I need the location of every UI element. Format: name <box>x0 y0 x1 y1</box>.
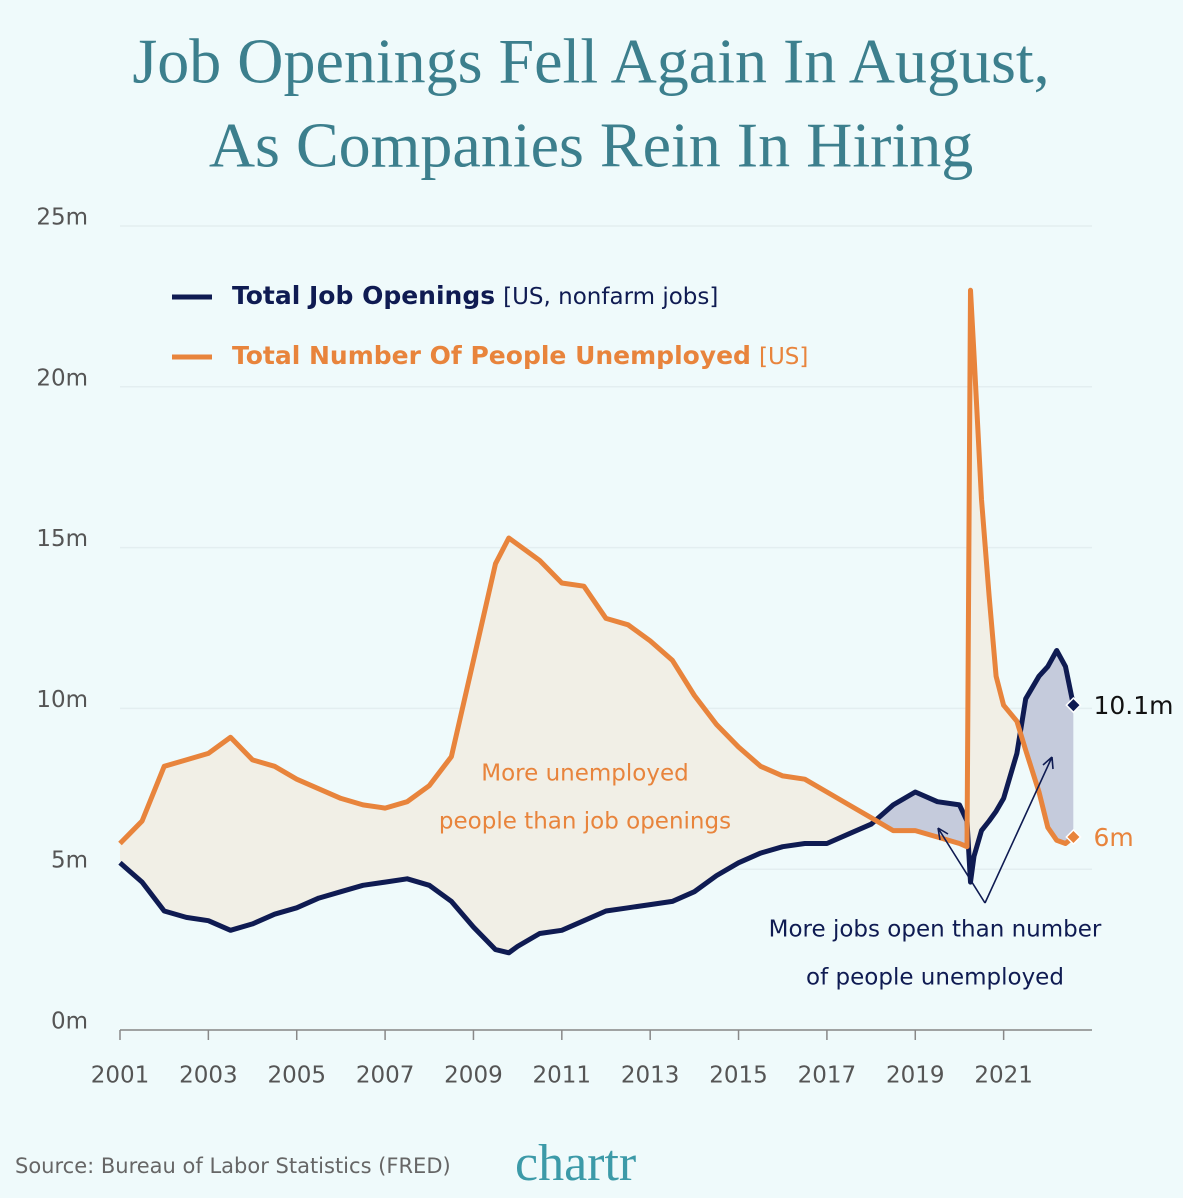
value-label: 10.1m <box>1093 691 1173 720</box>
annotation: people than job openings <box>439 809 731 835</box>
x-tick-label: 2015 <box>709 1063 768 1089</box>
value-label: 6m <box>1093 823 1133 852</box>
x-tick-label: 2013 <box>621 1063 680 1089</box>
legend-label: Total Number Of People Unemployed [US] <box>232 341 808 370</box>
annotation-arrow <box>937 756 1054 904</box>
annotation: More jobs open than number <box>769 917 1102 943</box>
legend-name: Total Number Of People Unemployed <box>232 341 751 370</box>
x-tick-label: 2019 <box>886 1063 945 1089</box>
annotation: of people unemployed <box>806 965 1064 991</box>
chart-title: As Companies Rein In Hiring <box>209 110 973 181</box>
x-tick-label: 2003 <box>179 1063 238 1089</box>
x-tick-label: 2017 <box>798 1063 857 1089</box>
gap-fill <box>120 290 1074 953</box>
plot-area: 0m 5m 10m 15m 20m 25m 2001 2003 2005 2007 2009 2011… <box>36 205 1173 1089</box>
logo: chartr <box>515 1135 636 1192</box>
y-tick-label: 25m <box>36 205 88 231</box>
annotation: More unemployed <box>481 761 688 787</box>
end-marker <box>1065 828 1082 846</box>
y-tick-label: 0m <box>51 1009 88 1035</box>
y-tick-label: 5m <box>51 848 88 874</box>
legend-note: [US] <box>759 344 808 370</box>
x-tick-label: 2007 <box>356 1063 415 1089</box>
legend-name: Total Job Openings <box>232 281 495 310</box>
y-tick-label: 10m <box>36 687 88 713</box>
x-tick-label: 2011 <box>533 1063 592 1089</box>
x-tick-label: 2005 <box>267 1063 326 1089</box>
chart-title: Job Openings Fell Again In August, <box>132 26 1049 97</box>
series-line <box>118 648 1076 956</box>
source: Source: Bureau of Labor Statistics (FRED… <box>15 1154 451 1178</box>
y-tick-label: 15m <box>36 526 88 552</box>
x-tick-label: 2021 <box>974 1063 1033 1089</box>
end-marker <box>1065 697 1082 714</box>
legend-note: [US, nonfarm jobs] <box>503 284 718 310</box>
y-tick-label: 20m <box>36 365 88 391</box>
x-tick-label: 2001 <box>91 1063 150 1089</box>
x-tick-label: 2009 <box>444 1063 503 1089</box>
legend-label: Total Job Openings [US, nonfarm jobs] <box>232 281 718 310</box>
series-line <box>118 287 1075 850</box>
